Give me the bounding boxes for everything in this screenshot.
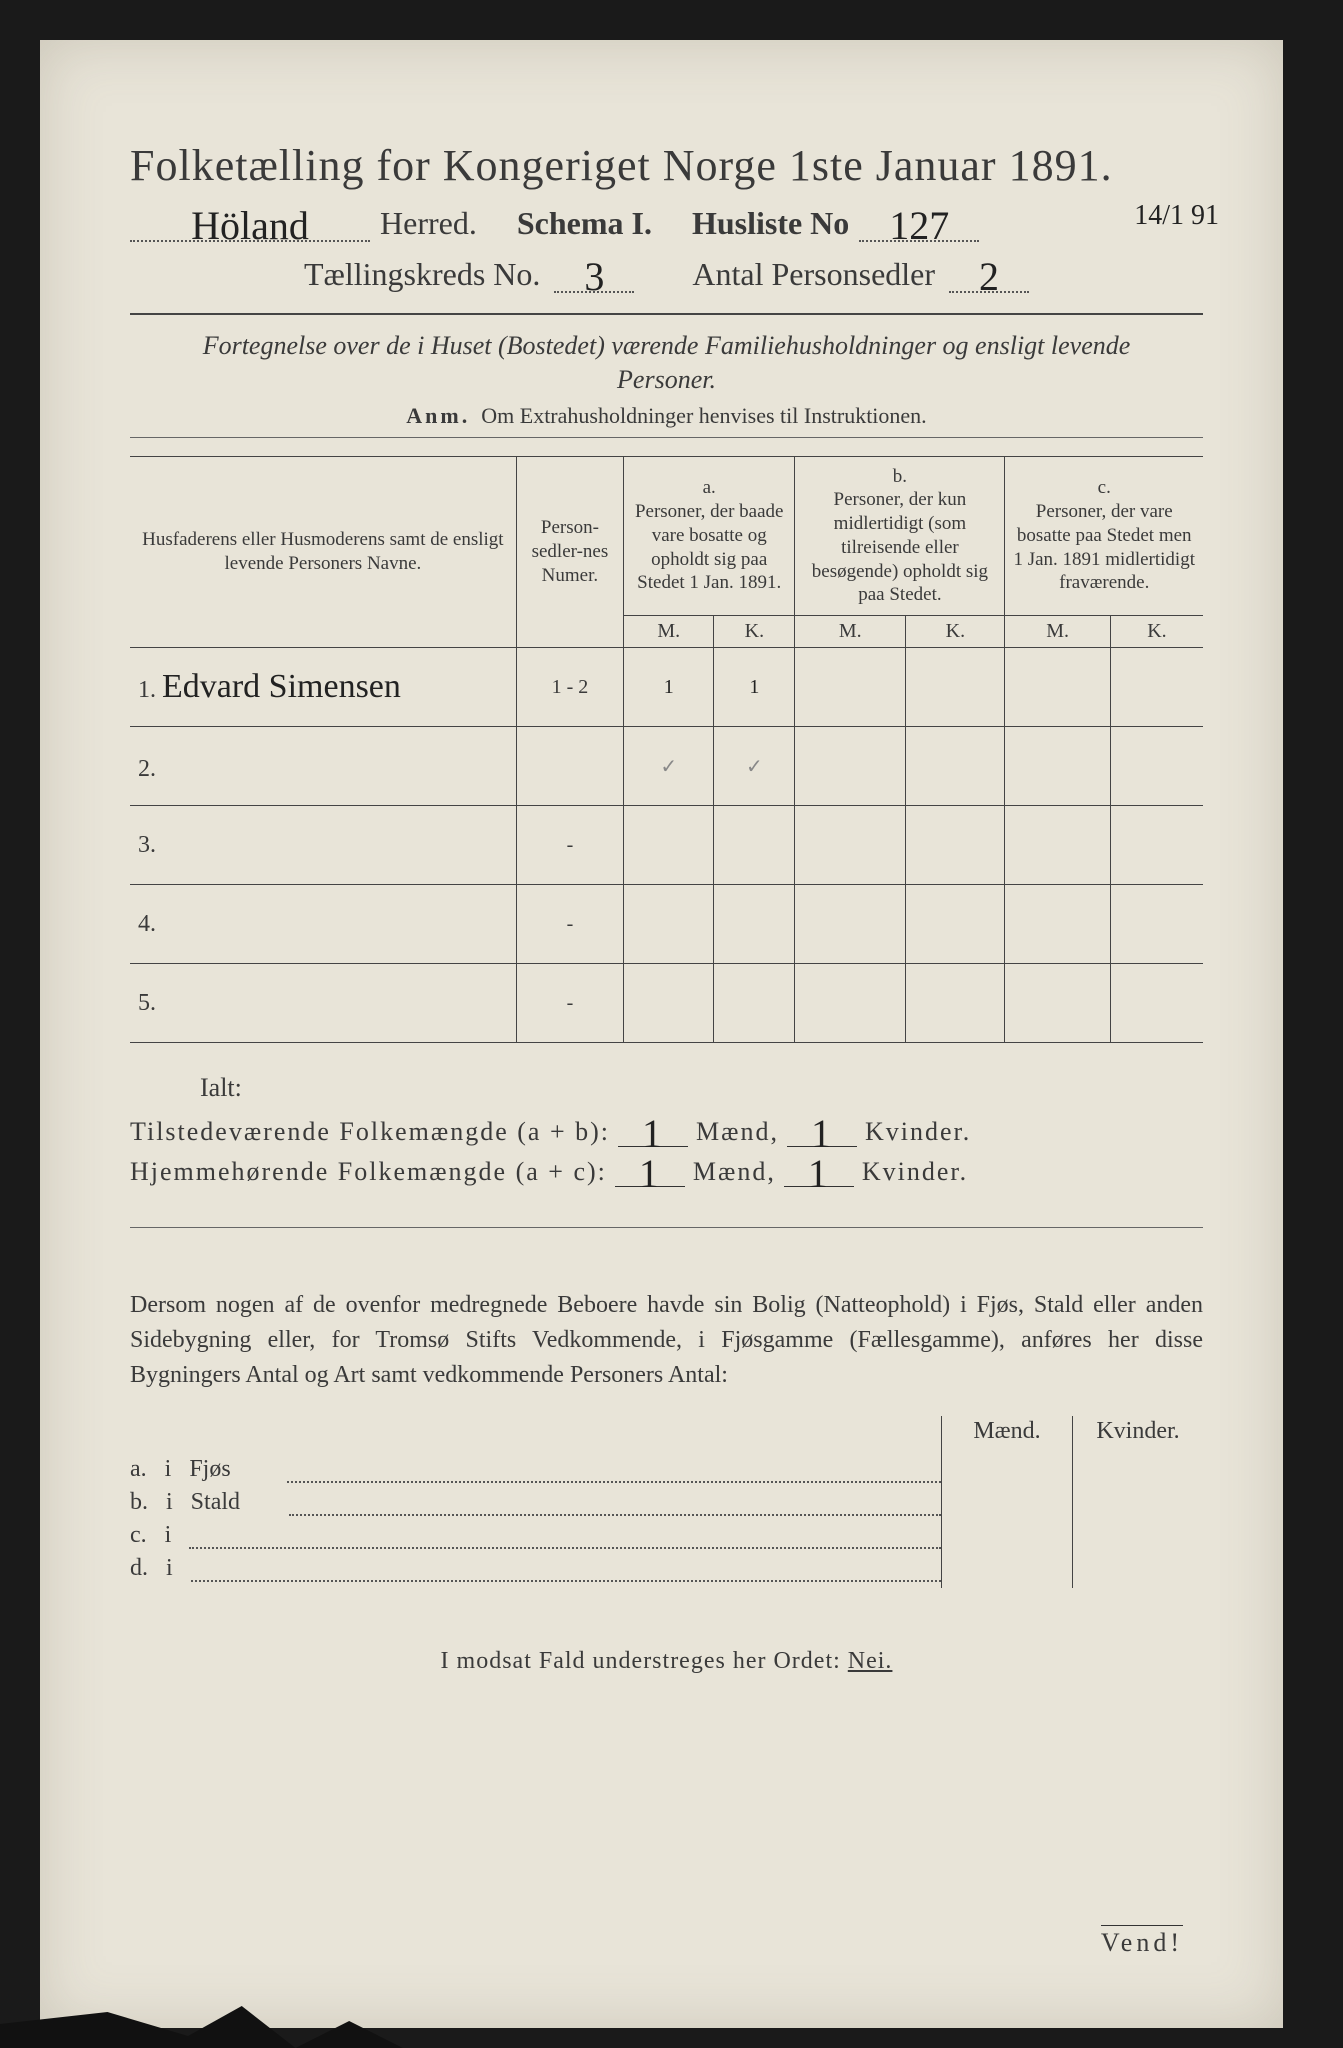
total-present: Tilstedeværende Folkemængde (a + b): 1 M… [130,1117,1203,1147]
antal-label: Antal Personsedler [692,256,935,293]
anm-line: Anm. Om Extrahusholdninger henvises til … [130,403,1203,429]
buildings-mk-cols: Mænd. Kvinder. [941,1416,1203,1588]
dotted-line [191,1566,941,1582]
table-row: 3. - [130,806,1203,885]
divider-thin [130,437,1203,438]
subtitle: Fortegnelse over de i Huset (Bostedet) v… [170,329,1163,397]
total-resident: Hjemmehørende Folkemængde (a + c): 1 Mæn… [130,1157,1203,1187]
header-line-kreds: Tællingskreds No. 3 Antal Personsedler 2 [130,256,1203,293]
buildings-paragraph: Dersom nogen af de ovenfor medregnede Be… [130,1288,1203,1392]
totals-block: Ialt: Tilstedeværende Folkemængde (a + b… [130,1073,1203,1187]
col-b-k: K. [906,616,1005,648]
table-row: 5. - [130,964,1203,1043]
bldg-row: d. i [130,1555,941,1582]
divider [130,313,1203,315]
anm-text: Om Extrahusholdninger henvises til Instr… [481,403,926,428]
kvinder-col: Kvinder. [1072,1416,1203,1588]
census-table: Husfaderens eller Husmoderens samt de en… [130,456,1203,1044]
col-a-k: K. [714,616,795,648]
col-names: Husfaderens eller Husmoderens samt de en… [130,456,516,648]
col-numer: Person-sedler-nes Numer. [516,456,623,648]
table-row: 1. Edvard Simensen 1 - 2 1 1 [130,648,1203,727]
divider-thin [130,1227,1203,1228]
dotted-line [287,1467,941,1483]
kreds-field: 3 [554,261,634,293]
husliste-label: Husliste No [692,205,849,242]
document-page: Folketælling for Kongeriget Norge 1ste J… [40,40,1283,2028]
col-b-m: M. [795,616,906,648]
husliste-field: 127 [859,210,979,242]
table-row: 4. - [130,885,1203,964]
nei-line: I modsat Fald understreges her Ordet: Ne… [130,1648,1203,1675]
col-c-m: M. [1005,616,1110,648]
schema-label: Schema I. [517,205,652,242]
dotted-line [289,1500,941,1516]
table-row: 2. ✓ ✓ [130,727,1203,806]
col-c-k: K. [1110,616,1203,648]
dotted-line [189,1533,941,1549]
herred-label: Herred. [380,205,477,242]
maend-col: Mænd. [941,1416,1072,1588]
margin-date: 14/1 91 [1130,205,1223,227]
col-c: c. Personer, der vare bosatte paa Stedet… [1005,456,1203,616]
herred-field: Höland [130,210,370,242]
col-a-m: M. [624,616,714,648]
buildings-block: a. i Fjøs b. i Stald c. i d. [130,1416,1203,1588]
buildings-list: a. i Fjøs b. i Stald c. i d. [130,1416,941,1588]
nei-word: Nei. [848,1648,893,1674]
viewport: Folketælling for Kongeriget Norge 1ste J… [0,0,1343,2048]
ialt-label: Ialt: [200,1073,1203,1103]
page-title: Folketælling for Kongeriget Norge 1ste J… [130,140,1203,191]
bldg-row: b. i Stald [130,1489,941,1516]
kreds-label: Tællingskreds No. [304,256,540,293]
col-a: a. Personer, der baade vare bosatte og o… [624,456,795,616]
bldg-row: c. i [130,1522,941,1549]
header-line-herred: Höland Herred. Schema I. Husliste No 127 [130,205,1203,242]
bldg-row: a. i Fjøs [130,1456,941,1483]
anm-label: Anm. [406,403,470,428]
col-b: b. Personer, der kun midlertidigt (som t… [795,456,1005,616]
vend-label: Vend! [1101,1925,1183,1958]
antal-field: 2 [949,261,1029,293]
